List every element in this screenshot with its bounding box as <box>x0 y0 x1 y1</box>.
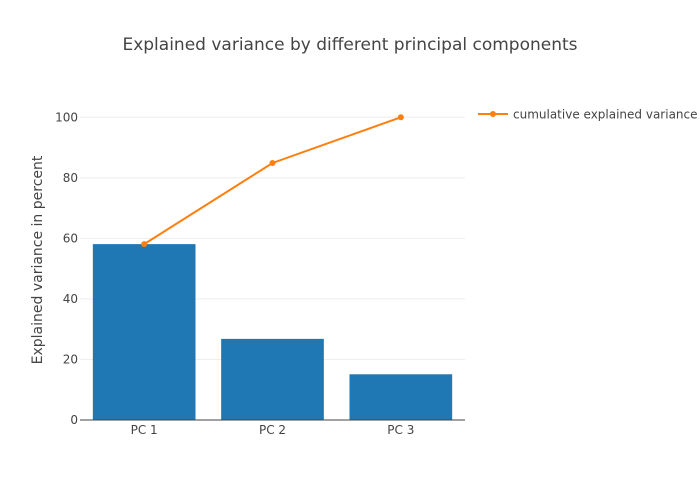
bars <box>92 244 453 420</box>
line-point[interactable] <box>397 114 404 121</box>
legend-marker-swatch <box>490 111 496 117</box>
x-tick-label: PC 2 <box>259 423 286 437</box>
y-axis-title: Explained variance in percent <box>30 155 46 364</box>
chart-title: Explained variance by different principa… <box>122 35 577 55</box>
bar[interactable] <box>221 338 324 420</box>
cumulative-line-series <box>141 114 404 248</box>
x-tick-label: PC 1 <box>131 423 158 437</box>
y-tick-label: 0 <box>70 413 78 427</box>
y-axis-ticks: 0 20 40 60 80 100 <box>55 110 78 427</box>
line-point[interactable] <box>269 159 276 166</box>
bar[interactable] <box>92 244 196 420</box>
x-axis-ticks: PC 1 PC 2 PC 3 <box>131 423 415 437</box>
legend[interactable]: cumulative explained variance <box>478 108 698 122</box>
y-tick-label: 20 <box>63 352 78 366</box>
bar[interactable] <box>349 374 453 420</box>
y-tick-label: 40 <box>63 292 78 306</box>
y-tick-label: 100 <box>55 110 78 124</box>
x-tick-label: PC 3 <box>387 423 414 437</box>
cumulative-line <box>143 116 402 245</box>
y-tick-label: 60 <box>63 231 78 245</box>
y-tick-label: 80 <box>63 171 78 185</box>
legend-label-cumulative: cumulative explained variance <box>513 108 698 122</box>
line-point[interactable] <box>141 241 148 248</box>
